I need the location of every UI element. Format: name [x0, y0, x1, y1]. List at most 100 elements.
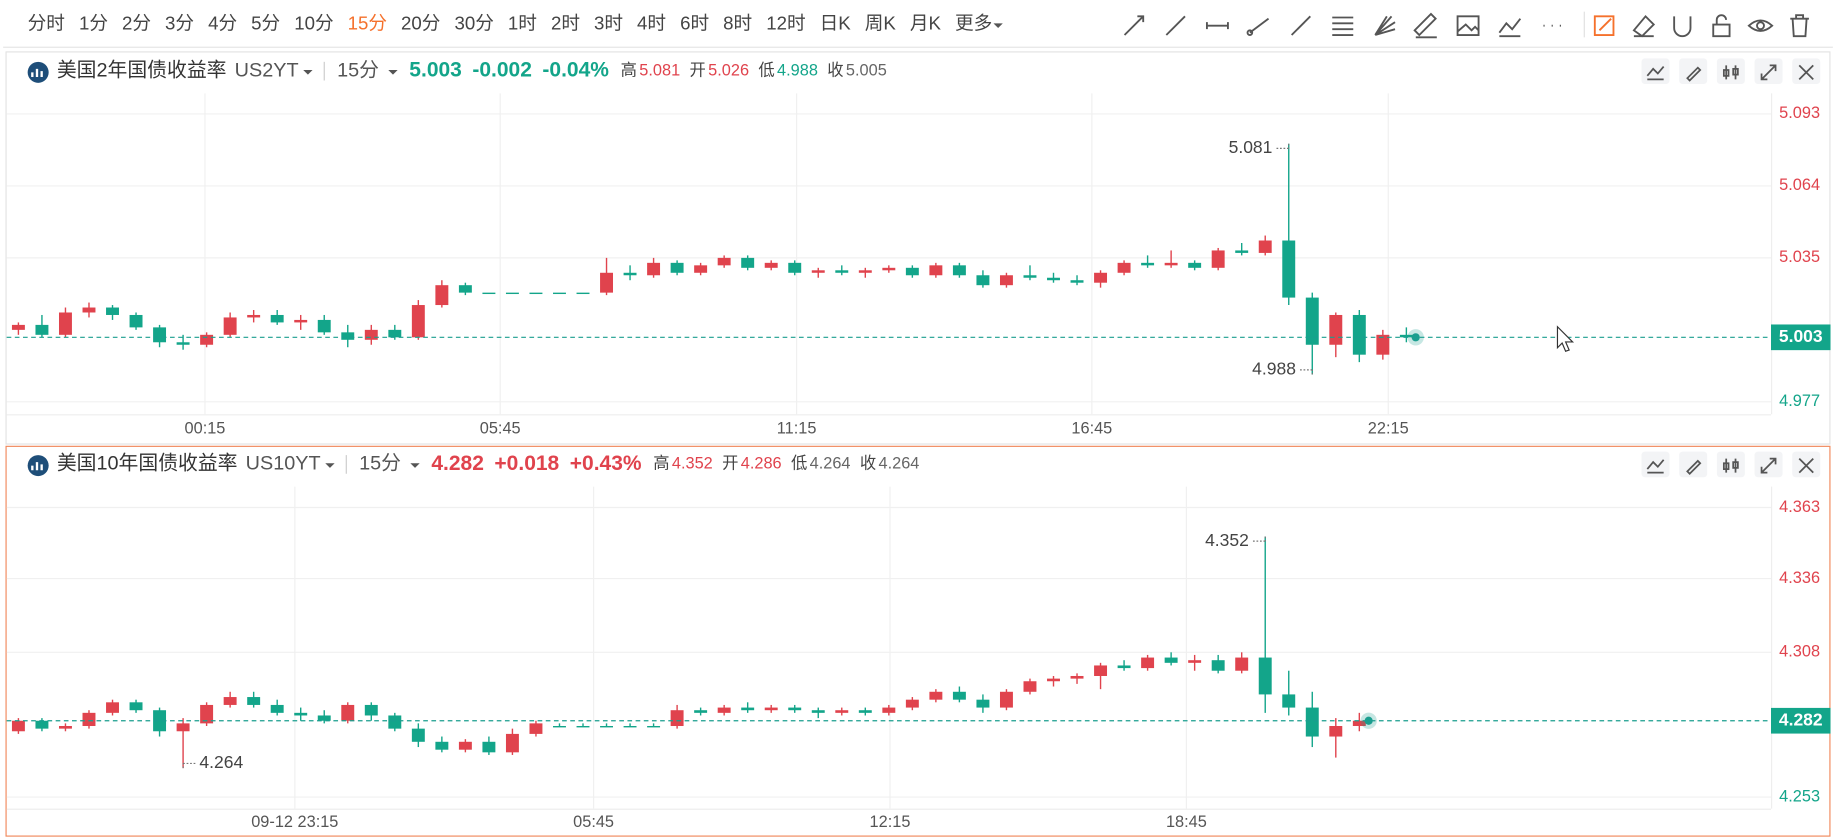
stat-value: 4.988 [777, 61, 818, 79]
candle-body [529, 292, 543, 295]
period-button[interactable]: 15分 [348, 12, 387, 33]
panel-button-icon[interactable] [1722, 458, 1739, 473]
candle-body [247, 314, 261, 318]
period-button[interactable]: 3时 [594, 12, 623, 33]
candle-body [82, 712, 96, 727]
panel-button-icon[interactable] [1686, 66, 1702, 82]
drawing-tool-icon[interactable] [1632, 14, 1656, 38]
period-button[interactable]: 5分 [251, 12, 280, 33]
drawing-tool-icon[interactable] [1332, 16, 1354, 36]
last-price-label: 4.282 [1779, 709, 1823, 729]
drawing-tool-icon[interactable] [1498, 18, 1522, 38]
x-tick-label: 22:15 [1368, 420, 1409, 438]
more-caret[interactable] [993, 23, 1003, 29]
candle-body [553, 292, 566, 295]
candle-body [505, 733, 519, 753]
drawing-tool-icon[interactable] [1456, 15, 1480, 36]
period-button[interactable]: 周K [865, 12, 897, 33]
more-button[interactable]: 更多 [955, 12, 992, 33]
candle-body [905, 699, 919, 708]
candle-body [929, 691, 943, 700]
drawing-tool-icon[interactable] [1413, 12, 1437, 39]
drawing-tool-icon[interactable] [1673, 16, 1692, 38]
period-button[interactable]: 2分 [122, 12, 151, 33]
last-price-tag [1771, 707, 1831, 734]
candle-body [1023, 681, 1037, 692]
candle-body [1117, 665, 1131, 669]
x-tick-label: 05:45 [573, 813, 614, 831]
period-button[interactable]: 8时 [723, 12, 752, 33]
candle-body [1305, 707, 1319, 737]
candle-body [882, 267, 896, 271]
drawing-tool-icon[interactable] [1290, 15, 1311, 36]
candle-body [600, 726, 614, 728]
panel-button-icon[interactable] [1798, 457, 1814, 474]
candle-body [576, 726, 590, 728]
drawing-tool-icon[interactable] [1747, 19, 1774, 32]
drawing-tool-icon[interactable] [1205, 22, 1229, 30]
panel-button-icon[interactable] [1798, 64, 1814, 80]
candle-body [458, 285, 472, 293]
candle-body [200, 704, 214, 724]
panel-button-icon[interactable] [1760, 457, 1777, 474]
drawing-tool-icon[interactable] [1123, 15, 1145, 36]
panel-button-icon[interactable] [1686, 459, 1702, 475]
candle-body [764, 262, 778, 268]
period-button[interactable]: 1时 [508, 12, 537, 33]
drawing-tool-icon[interactable] [1165, 15, 1186, 36]
period-caret[interactable] [388, 70, 398, 75]
candle-body [1211, 250, 1225, 268]
symbol-caret[interactable] [325, 463, 335, 468]
drawing-tool-icon[interactable] [1790, 14, 1809, 38]
candle-body [200, 334, 214, 345]
period-button[interactable]: 20分 [401, 12, 440, 33]
period-select: 15分 [337, 59, 379, 81]
period-button[interactable]: 月K [910, 12, 942, 33]
period-button[interactable]: 3分 [165, 12, 194, 33]
candle-body [764, 707, 778, 711]
candle-body [553, 726, 566, 728]
candle-body [788, 707, 802, 711]
candle-body [247, 697, 261, 705]
candle-body [976, 699, 990, 708]
period-button[interactable]: 12时 [766, 12, 805, 33]
period-button[interactable]: 分时 [28, 12, 65, 33]
x-tick-label: 18:45 [1166, 813, 1207, 831]
panel-button-icon[interactable] [1646, 459, 1665, 474]
period-button[interactable]: 日K [820, 12, 852, 33]
panel-button-icon[interactable] [1646, 65, 1665, 81]
symbol-logo-glyph [31, 462, 43, 471]
period-button[interactable]: 6时 [680, 12, 709, 33]
candle-body [58, 312, 72, 335]
x-tick-label: 11:15 [777, 420, 817, 438]
period-button[interactable]: 4时 [637, 12, 666, 33]
candle-body [1070, 675, 1084, 679]
panel-button-icon[interactable] [1760, 64, 1777, 81]
candle-body [882, 707, 896, 713]
candle-body [1399, 334, 1413, 338]
candle-body [153, 327, 167, 343]
period-caret[interactable] [410, 463, 420, 468]
candle-body [1141, 657, 1155, 669]
candle-body [411, 305, 425, 338]
symbol-caret[interactable] [303, 70, 313, 75]
drawing-tool-icon[interactable] [1246, 17, 1270, 36]
period-button[interactable]: 30分 [454, 12, 493, 33]
drawing-tool-icon[interactable] [1374, 15, 1396, 36]
drawing-tool-icon[interactable] [1712, 14, 1731, 38]
period-button[interactable]: 1分 [79, 12, 108, 33]
period-button[interactable]: 2时 [551, 12, 580, 33]
period-button[interactable]: 4分 [208, 12, 237, 33]
period-button[interactable]: 10分 [294, 12, 333, 33]
stat-label: 开 [690, 61, 706, 79]
drawing-tool-icon[interactable] [1593, 15, 1615, 36]
panel-button[interactable] [1716, 451, 1745, 478]
symbol-name: 美国10年国债收益率 [57, 453, 238, 475]
panel-button[interactable] [1716, 58, 1745, 85]
candle-body [270, 704, 284, 713]
candle-body [82, 307, 96, 313]
candle-body [976, 275, 990, 286]
panel-button-icon[interactable] [1722, 65, 1739, 80]
candle-body [788, 262, 802, 273]
